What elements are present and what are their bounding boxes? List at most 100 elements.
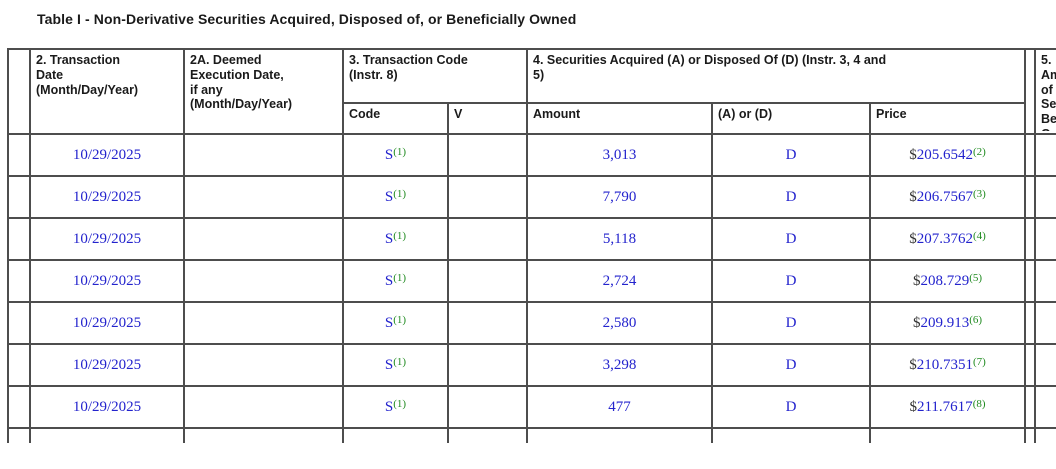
price-cell: $211.7617(8) [869, 385, 1026, 429]
footnote-ref: (1) [393, 398, 407, 410]
a-or-d-cell: D [711, 385, 871, 429]
footnote-ref: (1) [393, 146, 407, 158]
subheader-code: Code [342, 101, 449, 136]
a-or-d-cell: D [711, 343, 871, 387]
header-amount-owned-clipped: 5. Amount of Securities Beneficially Own… [1034, 48, 1056, 135]
table-row: 10/29/2025 S(1) 3,013 D $205.6542(2) [7, 133, 1056, 177]
table-row: 10/29/2025 S(1) 3,298 D $210.7351(7) [7, 343, 1056, 387]
gap-column-cell [1024, 48, 1036, 135]
code-cell: S(1) [342, 217, 449, 261]
code-cell: S(1) [342, 301, 449, 345]
deemed-date-cell [183, 133, 344, 177]
currency-symbol: $ [912, 273, 921, 289]
currency-symbol: $ [909, 357, 917, 373]
transaction-date-cell: 10/29/2025 [29, 259, 185, 303]
amount-cell: 3,298 [526, 343, 713, 387]
price-cell: $208.729(5) [869, 259, 1026, 303]
footnote-ref: (1) [393, 188, 407, 200]
amount-cell: 3,013 [526, 133, 713, 177]
footnote-ref: (1) [393, 356, 407, 368]
clipped-owned-cell [1034, 259, 1056, 303]
clipped-owned-cell [1034, 175, 1056, 219]
price-cell: $205.6542(2) [869, 133, 1026, 177]
footnote-ref: (4) [972, 230, 986, 242]
footnote-ref: (6) [969, 314, 983, 326]
transaction-date-cell: 10/29/2025 [29, 217, 185, 261]
footnote-ref: (7) [972, 356, 986, 368]
footnote-ref: (3) [972, 188, 986, 200]
transaction-date-cell: 10/29/2025 [29, 301, 185, 345]
footnote-ref: (8) [972, 398, 986, 410]
clipped-owned-cell [1034, 217, 1056, 261]
a-or-d-cell: D [711, 301, 871, 345]
code-cell: S(1) [342, 175, 449, 219]
clipped-owned-cell [1034, 133, 1056, 177]
clipped-header-text: 5. Amount of Securities Beneficially Own… [1041, 53, 1056, 131]
table-row: 10/29/2025 S(1) 2,580 D $209.913(6) [7, 301, 1056, 345]
deemed-date-cell [183, 343, 344, 387]
table-viewport: 2. Transaction Date (Month/Day/Year) 2A.… [7, 48, 1056, 443]
code-cell: S(1) [342, 133, 449, 177]
subheader-v: V [447, 101, 528, 136]
amount-cell: 2,724 [526, 259, 713, 303]
clipped-owned-cell [1034, 301, 1056, 345]
code-cell: S(1) [342, 259, 449, 303]
deemed-date-cell [183, 217, 344, 261]
currency-symbol: $ [909, 147, 917, 163]
currency-symbol: $ [909, 231, 917, 247]
amount-cell: 2,580 [526, 301, 713, 345]
amount-cell: 5,118 [526, 217, 713, 261]
footnote-ref: (1) [393, 314, 407, 326]
price-cell: $209.913(6) [869, 301, 1026, 345]
currency-symbol: $ [909, 189, 917, 205]
transaction-date-cell: 10/29/2025 [29, 175, 185, 219]
table-row: 10/29/2025 S(1) 2,724 D $208.729(5) [7, 259, 1056, 303]
subheader-amount: Amount [526, 101, 713, 136]
subheader-price: Price [869, 101, 1026, 136]
v-cell [447, 175, 528, 219]
clipped-owned-cell [1034, 343, 1056, 387]
a-or-d-cell: D [711, 175, 871, 219]
v-cell [447, 343, 528, 387]
v-cell [447, 301, 528, 345]
clipped-owned-cell [1034, 385, 1056, 429]
clipped-left-column-cell [7, 48, 31, 135]
amount-cell: 7,790 [526, 175, 713, 219]
table-title: Table I - Non-Derivative Securities Acqu… [37, 11, 577, 27]
footnote-ref: (1) [393, 272, 407, 284]
non-derivative-table: 2. Transaction Date (Month/Day/Year) 2A.… [7, 48, 1056, 443]
a-or-d-cell: D [711, 217, 871, 261]
header-row-top: 2. Transaction Date (Month/Day/Year) 2A.… [7, 48, 1056, 135]
code-cell: S(1) [342, 343, 449, 387]
deemed-date-cell [183, 385, 344, 429]
clipped-partial-row [7, 427, 1056, 443]
header-deemed-execution-date: 2A. Deemed Execution Date, if any (Month… [183, 48, 344, 135]
price-cell: $207.3762(4) [869, 217, 1026, 261]
price-cell: $206.7567(3) [869, 175, 1026, 219]
deemed-date-cell [183, 259, 344, 303]
deemed-date-cell [183, 301, 344, 345]
header-transaction-date: 2. Transaction Date (Month/Day/Year) [29, 48, 185, 135]
subheader-a-or-d: (A) or (D) [711, 101, 871, 136]
table-row: 10/29/2025 S(1) 7,790 D $206.7567(3) [7, 175, 1056, 219]
v-cell [447, 133, 528, 177]
transaction-date-cell: 10/29/2025 [29, 343, 185, 387]
header-row-sub: Code V Amount (A) or (D) Price [8, 101, 1056, 136]
transaction-date-cell: 10/29/2025 [29, 133, 185, 177]
v-cell [447, 385, 528, 429]
v-cell [447, 259, 528, 303]
footnote-ref: (5) [969, 272, 983, 284]
amount-cell: 477 [526, 385, 713, 429]
footnote-ref: (2) [972, 146, 986, 158]
deemed-date-cell [183, 175, 344, 219]
v-cell [447, 217, 528, 261]
price-cell: $210.7351(7) [869, 343, 1026, 387]
currency-symbol: $ [909, 399, 917, 415]
header-transaction-code: 3. Transaction Code (Instr. 8) [342, 48, 528, 104]
transaction-date-cell: 10/29/2025 [29, 385, 185, 429]
table-row: 10/29/2025 S(1) 5,118 D $207.3762(4) [7, 217, 1056, 261]
code-cell: S(1) [342, 385, 449, 429]
footnote-ref: (1) [393, 230, 407, 242]
currency-symbol: $ [912, 315, 921, 331]
